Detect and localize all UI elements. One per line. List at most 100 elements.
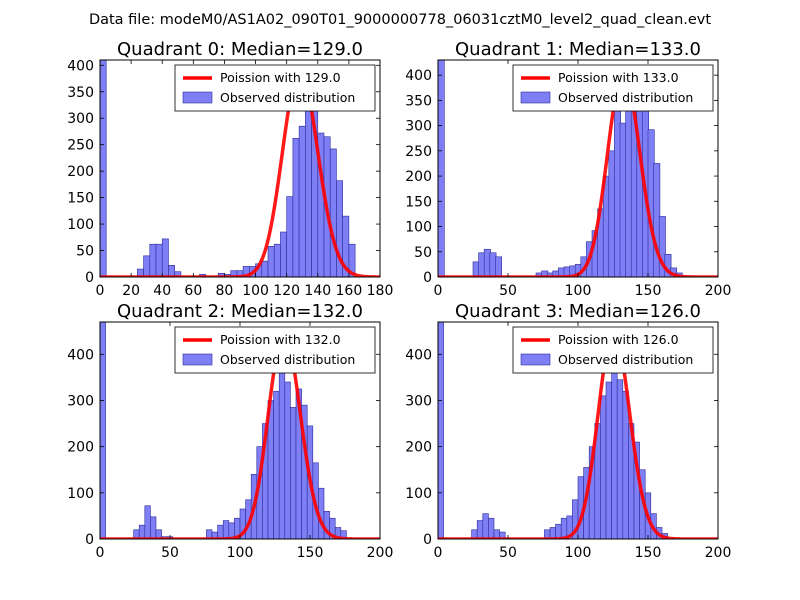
x-tick-label: 200: [705, 545, 732, 561]
histogram-bar-23: [290, 407, 297, 539]
x-tick-label: 140: [304, 283, 331, 299]
legend-bar-label: Observed distribution: [220, 90, 355, 105]
histogram-bar-3: [149, 243, 157, 277]
histogram-bar-20: [286, 196, 294, 277]
histogram-bar-22: [284, 381, 291, 539]
x-tick-label: 100: [227, 545, 254, 561]
panel-title: Quadrant 0: Median=129.0: [117, 39, 363, 60]
x-tick-label: 150: [297, 545, 324, 561]
x-tick-label: 50: [161, 545, 179, 561]
y-tick-label: 50: [414, 245, 432, 261]
panel-quadrant-2: 0 50 100 150 200 0 100 200 300 400 Quadrant 2: Med…: [67, 301, 393, 561]
histogram-bar-18: [273, 243, 281, 277]
histogram-bar-5: [155, 529, 162, 539]
x-tick-label: 0: [96, 283, 105, 299]
legend-box: [174, 326, 376, 374]
x-tick-label: 120: [273, 283, 300, 299]
axes-frame: [99, 59, 381, 278]
histogram-bar-5: [161, 238, 169, 277]
histogram-bars: [438, 322, 668, 539]
panel-quadrant-3: 0 50 100 150 200 0 100 200 300 400 Quadrant 3: Med…: [405, 301, 731, 561]
y-tick-label: 400: [405, 347, 432, 363]
y-tick-label: 0: [85, 532, 94, 548]
x-tick-label: 40: [153, 283, 171, 299]
histogram-bar-21: [278, 372, 286, 539]
legend-bar-swatch: [520, 91, 551, 104]
x-tick-label: 150: [635, 283, 662, 299]
y-tick-label: 0: [423, 532, 432, 548]
histogram-bar-17: [267, 246, 275, 277]
histogram-bar-5: [495, 256, 502, 277]
histogram-bar-0: [100, 322, 106, 539]
x-tick-label: 200: [705, 283, 732, 299]
histogram-bar-0: [438, 322, 444, 539]
legend-bar-swatch: [182, 91, 213, 104]
histogram-bar-16: [261, 260, 269, 277]
y-tick-label: 300: [405, 393, 432, 409]
legend-bar-label: Observed distribution: [220, 352, 355, 367]
y-tick-label: 250: [67, 138, 94, 154]
histogram-bar-30: [348, 243, 356, 277]
histogram-bar-3: [144, 505, 151, 539]
x-tick-label: 0: [434, 545, 443, 561]
y-tick-label: 200: [405, 169, 432, 185]
x-tick-label: 60: [184, 283, 202, 299]
y-tick-label: 300: [67, 393, 94, 409]
legend-line-label: Poission with 133.0: [558, 70, 679, 85]
histogram-bar-9: [555, 523, 562, 539]
panel-quadrant-1: 0 50 100 150 200 0 50 100 150 200 250 300 350 400 Quad…: [405, 39, 731, 299]
y-tick-label: 0: [85, 270, 94, 286]
y-tick-label: 250: [405, 144, 432, 160]
legend-line-label: Poission with 129.0: [220, 70, 341, 85]
histogram-bar-2: [138, 524, 146, 539]
histogram-bar-4: [488, 517, 495, 539]
histogram-bar-21: [292, 138, 300, 277]
legend-bar-label: Observed distribution: [558, 352, 693, 367]
histogram-bar-10: [560, 517, 568, 539]
legend: Poission with 132.0 Observed distribution: [174, 326, 376, 374]
y-tick-label: 150: [405, 194, 432, 210]
legend-box: [174, 64, 376, 112]
y-tick-label: 100: [405, 486, 432, 502]
x-tick-label: 50: [499, 545, 517, 561]
y-tick-label: 350: [67, 85, 94, 101]
y-tick-label: 100: [67, 217, 94, 233]
panel-title: Quadrant 2: Median=132.0: [117, 301, 363, 322]
histogram-bar-18: [605, 381, 612, 539]
histogram-bar-20: [616, 379, 624, 539]
histogram-bar-19: [611, 363, 618, 539]
histogram-bar-4: [155, 243, 163, 277]
x-tick-label: 100: [242, 283, 269, 299]
y-tick-label: 100: [67, 486, 94, 502]
histogram-bar-32: [340, 530, 347, 539]
legend: Poission with 133.0 Observed distribution: [512, 64, 714, 112]
y-tick-label: 200: [405, 440, 432, 456]
y-tick-label: 400: [67, 347, 94, 363]
histogram-bar-22: [298, 125, 306, 277]
histogram-bar-23: [305, 109, 312, 277]
x-tick-label: 150: [635, 545, 662, 561]
legend-box: [512, 326, 714, 374]
x-tick-label: 0: [96, 545, 105, 561]
x-tick-label: 200: [367, 545, 394, 561]
x-tick-label: 50: [499, 283, 517, 299]
legend: Poission with 129.0 Observed distribution: [174, 64, 376, 112]
histogram-bar-0: [438, 60, 445, 277]
histogram-bar-2: [143, 255, 151, 277]
y-tick-label: 200: [67, 440, 94, 456]
legend-line-label: Poission with 126.0: [558, 332, 679, 347]
x-tick-label: 100: [565, 545, 592, 561]
histogram-bar-27: [329, 148, 337, 277]
histogram-bar-21: [622, 390, 629, 539]
y-tick-label: 350: [405, 93, 432, 109]
legend-bar-label: Observed distribution: [558, 90, 693, 105]
y-tick-label: 400: [67, 58, 94, 74]
histogram-bar-4: [150, 516, 157, 539]
histogram-bar-17: [600, 395, 607, 539]
y-tick-label: 150: [67, 191, 94, 207]
y-tick-label: 200: [67, 164, 94, 180]
histogram-bar-28: [658, 216, 666, 277]
legend-line-label: Poission with 132.0: [220, 332, 341, 347]
histogram-bar-11: [222, 520, 230, 539]
